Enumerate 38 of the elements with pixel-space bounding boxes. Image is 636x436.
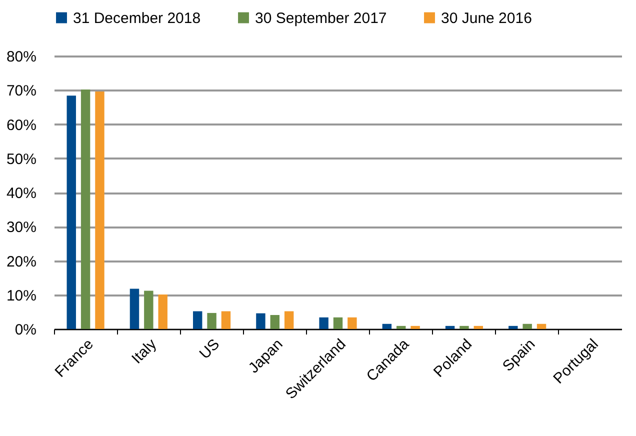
bar [95,91,104,329]
bar [508,326,518,329]
y-tick-label: 70% [6,82,36,100]
bar [284,311,294,329]
y-tick-label: 60% [6,116,36,134]
bar [333,317,343,329]
bar [256,313,266,329]
bar [130,288,140,329]
y-tick-label: 80% [6,48,36,66]
y-tick-label: 30% [6,219,36,236]
bar [348,317,357,329]
bar [158,294,168,329]
bar [221,311,231,329]
legend-label: 31 December 2018 [73,10,201,27]
bar [319,317,328,329]
bar [207,312,216,329]
bar [192,311,202,329]
y-tick-label: 40% [6,185,36,202]
y-tick-label: 10% [6,287,36,304]
bar [382,324,392,329]
bar [460,326,469,329]
bar [474,326,484,329]
bar [144,290,154,329]
bar [80,89,90,329]
bar [522,324,532,329]
y-tick-label: 50% [6,150,36,168]
bar [270,315,280,329]
bar [536,324,546,329]
legend-label: 30 June 2016 [441,10,532,27]
bar [66,96,76,329]
y-tick-label: 0% [14,322,36,338]
bar [410,326,420,329]
y-tick-label: 20% [6,253,36,270]
bar [445,326,455,329]
x-tick-label: Italy [128,335,160,368]
x-tick-label: US [196,336,224,363]
bar [396,326,406,329]
legend-label: 30 September 2017 [255,10,387,27]
